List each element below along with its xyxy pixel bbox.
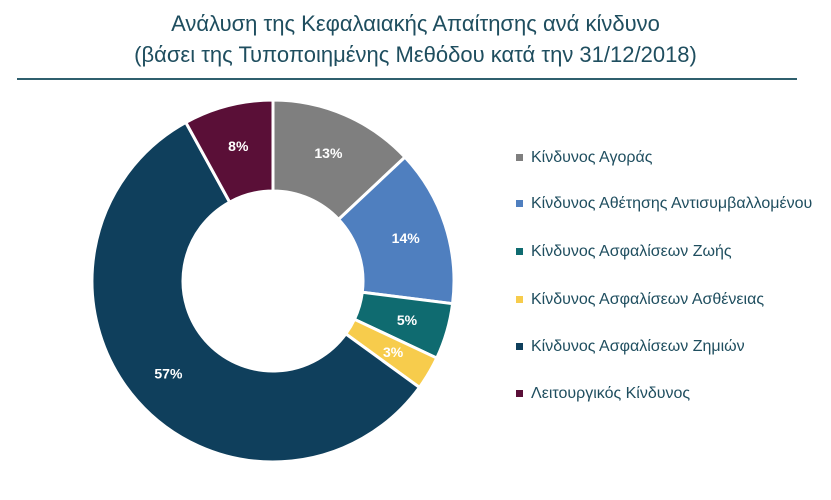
data-label-operational-risk: 8% <box>228 138 249 154</box>
data-label-non-life-underwriting-risk: 57% <box>154 365 183 381</box>
legend-label: Κίνδυνος Ασφαλίσεων Ζωής <box>531 243 732 260</box>
data-label-health-underwriting-risk: 3% <box>383 344 404 360</box>
chart-title-line-1: Ανάλυση της Κεφαλαιακής Απαίτησης ανά κί… <box>171 11 660 36</box>
legend-swatch <box>516 200 523 207</box>
title-divider <box>17 78 797 80</box>
legend-label: Κίνδυνος Αθέτησης Αντισυμβαλλομένου <box>531 195 813 212</box>
legend-swatch <box>516 390 523 397</box>
legend-label: Κίνδυνος Ασφαλίσεων Ασθένειας <box>531 291 765 308</box>
slice-operational-risk <box>183 98 275 205</box>
legend-item-market-risk: Κίνδυνος Αγοράς <box>516 148 821 168</box>
legend-item-counterparty-risk: Κίνδυνος Αθέτησης Αντισυμβαλλομένου <box>516 194 821 214</box>
slice-non-life-underwriting-risk <box>90 120 422 464</box>
legend-swatch <box>516 296 523 303</box>
legend-item-operational-risk: Λειτουργικός Κίνδυνος <box>516 384 821 404</box>
legend-swatch <box>516 343 523 350</box>
chart-title: Ανάλυση της Κεφαλαιακής Απαίτησης ανά κί… <box>0 8 831 70</box>
legend-item-life-underwriting-risk: Κίνδυνος Ασφαλίσεων Ζωής <box>516 242 821 262</box>
legend-item-non-life-underwriting-risk: Κίνδυνος Ασφαλίσεων Ζημιών <box>516 337 821 357</box>
legend-label: Κίνδυνος Αγοράς <box>531 149 653 166</box>
legend-label: Κίνδυνος Ασφαλίσεων Ζημιών <box>531 338 745 355</box>
legend-swatch <box>516 248 523 255</box>
legend-item-health-underwriting-risk: Κίνδυνος Ασφαλίσεων Ασθένειας <box>516 290 821 310</box>
data-label-life-underwriting-risk: 5% <box>397 312 418 328</box>
legend-label: Λειτουργικός Κίνδυνος <box>531 385 691 402</box>
data-label-counterparty-risk: 14% <box>392 230 421 246</box>
legend-swatch <box>516 154 523 161</box>
chart-title-line-2: (βάσει της Τυποποιημένης Μεθόδου κατά τη… <box>134 42 697 67</box>
data-label-market-risk: 13% <box>314 145 343 161</box>
